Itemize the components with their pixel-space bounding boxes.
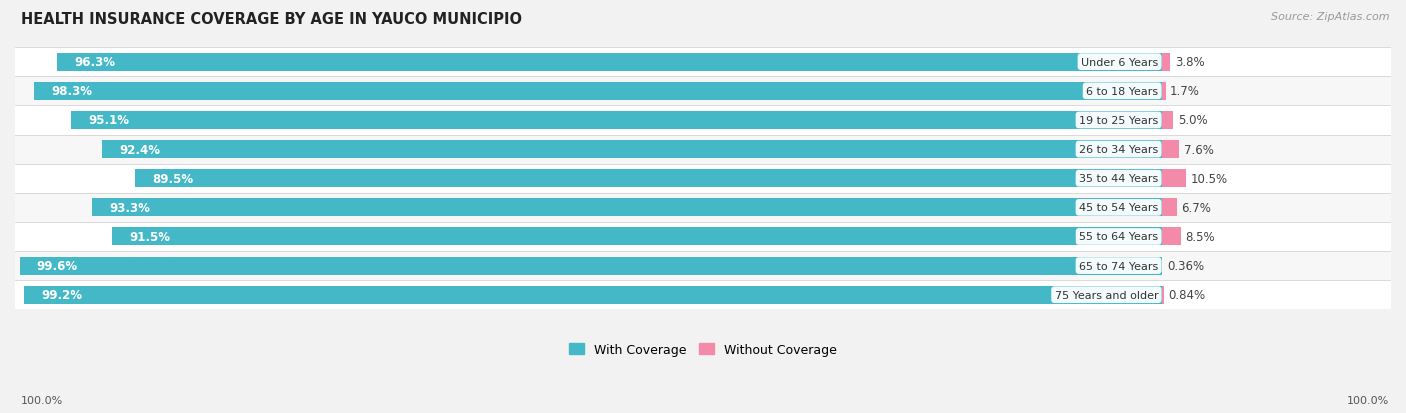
Bar (20, 257, 1161, 275)
Bar (15, 135, 1391, 164)
Bar (15, 106, 1391, 135)
Text: 0.84%: 0.84% (1168, 289, 1205, 301)
Text: 96.3%: 96.3% (75, 56, 115, 69)
Bar (15, 164, 1391, 193)
Text: 1.7%: 1.7% (1170, 85, 1201, 98)
Bar (1161, 286, 1164, 304)
Bar (15, 48, 1391, 77)
Text: 55 to 64 Years: 55 to 64 Years (1078, 232, 1159, 242)
Bar (58, 54, 1161, 71)
Text: 45 to 54 Years: 45 to 54 Years (1078, 203, 1159, 213)
Text: 75 Years and older: 75 Years and older (1054, 290, 1159, 300)
Bar (1161, 54, 1170, 71)
Text: 95.1%: 95.1% (89, 114, 129, 127)
Bar (1161, 170, 1185, 188)
Text: 5.0%: 5.0% (1178, 114, 1208, 127)
Text: HEALTH INSURANCE COVERAGE BY AGE IN YAUCO MUNICIPIO: HEALTH INSURANCE COVERAGE BY AGE IN YAUC… (21, 12, 522, 27)
Bar (15, 280, 1391, 309)
Bar (1161, 228, 1181, 246)
Bar (15, 193, 1391, 222)
Text: 6.7%: 6.7% (1181, 202, 1212, 214)
Text: 99.6%: 99.6% (37, 259, 77, 273)
Bar (24, 286, 1161, 304)
Text: 35 to 44 Years: 35 to 44 Years (1078, 174, 1159, 184)
Text: 19 to 25 Years: 19 to 25 Years (1078, 116, 1159, 126)
Bar (103, 141, 1161, 159)
Text: Source: ZipAtlas.com: Source: ZipAtlas.com (1271, 12, 1389, 22)
Text: 26 to 34 Years: 26 to 34 Years (1078, 145, 1159, 155)
Text: 3.8%: 3.8% (1175, 56, 1205, 69)
Text: 93.3%: 93.3% (110, 202, 150, 214)
Text: 8.5%: 8.5% (1185, 230, 1215, 243)
Text: 65 to 74 Years: 65 to 74 Years (1078, 261, 1159, 271)
Bar (1161, 199, 1177, 217)
Text: 0.36%: 0.36% (1167, 259, 1204, 273)
Bar (72, 112, 1161, 130)
Bar (1161, 83, 1166, 101)
Bar (15, 252, 1391, 280)
Text: 99.2%: 99.2% (41, 289, 83, 301)
Bar (91, 199, 1161, 217)
Text: 10.5%: 10.5% (1191, 172, 1227, 185)
Text: 100.0%: 100.0% (21, 395, 63, 405)
Legend: With Coverage, Without Coverage: With Coverage, Without Coverage (564, 338, 842, 361)
Text: 100.0%: 100.0% (1347, 395, 1389, 405)
Text: 89.5%: 89.5% (153, 172, 194, 185)
Bar (1161, 141, 1180, 159)
Bar (15, 222, 1391, 252)
Text: 7.6%: 7.6% (1184, 143, 1213, 156)
Text: 92.4%: 92.4% (120, 143, 160, 156)
Text: 98.3%: 98.3% (52, 85, 93, 98)
Bar (35, 83, 1161, 101)
Bar (1161, 112, 1173, 130)
Text: 91.5%: 91.5% (129, 230, 170, 243)
Bar (135, 170, 1161, 188)
Bar (15, 77, 1391, 106)
Bar (112, 228, 1161, 246)
Text: Under 6 Years: Under 6 Years (1081, 57, 1159, 67)
Text: 6 to 18 Years: 6 to 18 Years (1085, 87, 1159, 97)
